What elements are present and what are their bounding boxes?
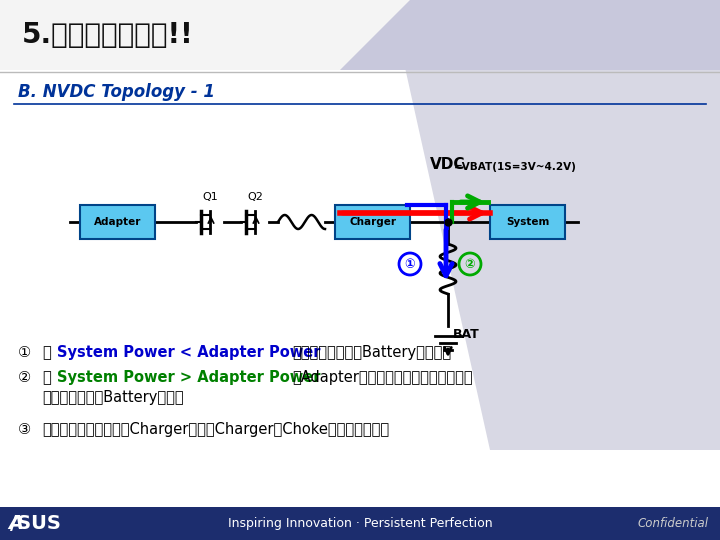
Text: Charger: Charger: [349, 217, 396, 227]
Text: 5.如果我沒梗的話!!: 5.如果我沒梗的話!!: [22, 21, 194, 49]
Text: Q2: Q2: [247, 192, 263, 202]
Text: ②: ②: [464, 258, 475, 271]
Text: Inspiring Innovation · Persistent Perfection: Inspiring Innovation · Persistent Perfec…: [228, 517, 492, 530]
Text: 當: 當: [42, 345, 50, 360]
Text: Adapter: Adapter: [94, 217, 141, 227]
Text: ，Adapter不足以供應系統端所有耗瓦，: ，Adapter不足以供應系統端所有耗瓦，: [292, 370, 472, 385]
Text: BAT: BAT: [453, 328, 480, 341]
Text: Confidential: Confidential: [637, 517, 708, 530]
Text: ②: ②: [18, 370, 31, 385]
FancyBboxPatch shape: [335, 205, 410, 239]
Bar: [0, 507, 720, 540]
Text: System: System: [506, 217, 549, 227]
Text: Q1: Q1: [202, 192, 218, 202]
Text: System Power > Adapter Power: System Power > Adapter Power: [57, 370, 320, 385]
Text: VDC: VDC: [430, 157, 466, 172]
FancyBboxPatch shape: [80, 205, 155, 239]
Text: System Power < Adapter Power: System Power < Adapter Power: [57, 345, 320, 360]
Text: /SUS: /SUS: [10, 514, 61, 533]
Text: 但由於後端負載皆經由Charger，因此Charger的Choke需選用高耐流。: 但由於後端負載皆經由Charger，因此Charger的Choke需選用高耐流。: [42, 422, 389, 437]
Polygon shape: [340, 0, 720, 70]
Bar: [0, 0, 720, 70]
Text: B. NVDC Topology - 1: B. NVDC Topology - 1: [18, 83, 215, 101]
Text: =VBAT(1S=3V~4.2V): =VBAT(1S=3V~4.2V): [454, 162, 577, 172]
Text: 不足的部分將由Battery供給。: 不足的部分將由Battery供給。: [42, 390, 184, 405]
Text: ，多餘電力將送給Battery做充電。: ，多餘電力將送給Battery做充電。: [292, 345, 451, 360]
Text: ①: ①: [18, 345, 31, 360]
Text: ③: ③: [18, 422, 31, 437]
Text: 當: 當: [42, 370, 50, 385]
Polygon shape: [390, 0, 720, 450]
Text: ①: ①: [405, 258, 415, 271]
FancyBboxPatch shape: [490, 205, 565, 239]
Text: A: A: [8, 514, 23, 533]
